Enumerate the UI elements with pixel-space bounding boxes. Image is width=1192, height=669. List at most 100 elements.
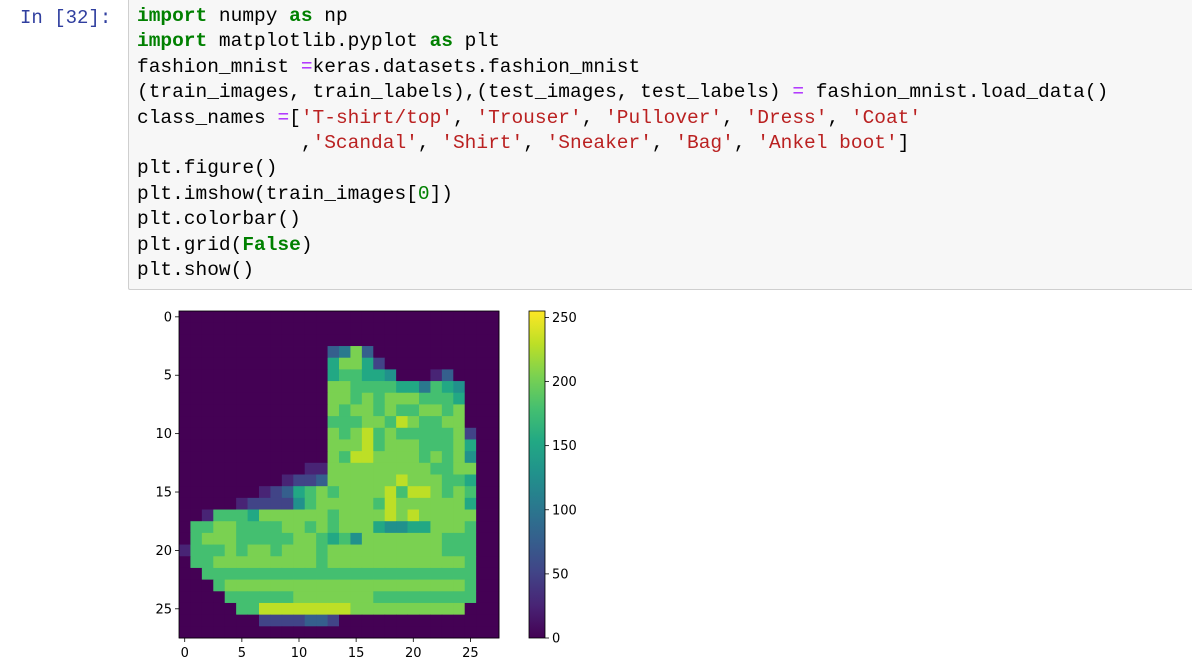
code-line: plt.show(): [137, 259, 254, 281]
heatmap-cell: [327, 357, 340, 370]
heatmap-cell: [361, 392, 374, 405]
heatmap-cell: [201, 334, 214, 347]
heatmap-cell: [464, 439, 477, 452]
heatmap-cell: [281, 369, 294, 382]
heatmap-cell: [419, 544, 431, 557]
heatmap-cell: [361, 521, 374, 534]
heatmap-cell: [213, 591, 226, 604]
heatmap-cell: [453, 614, 466, 627]
heatmap-cell: [213, 357, 226, 370]
heatmap-cell: [464, 614, 477, 627]
heatmap-cell: [373, 427, 386, 440]
heatmap-cell: [441, 602, 454, 616]
heatmap-cell: [384, 392, 397, 405]
heatmap-cell: [281, 357, 294, 370]
heatmap-cell: [316, 521, 328, 534]
heatmap-cell: [407, 474, 420, 487]
heatmap-cell: [236, 462, 248, 475]
heatmap-cell: [259, 357, 271, 370]
heatmap-cell: [361, 532, 374, 545]
heatmap-cell: [384, 486, 397, 499]
code-token: import: [137, 30, 208, 53]
heatmap-cell: [464, 381, 477, 394]
heatmap-cell: [361, 626, 374, 639]
heatmap-cell: [179, 322, 191, 335]
heatmap-cell: [430, 521, 443, 534]
heatmap-cell: [304, 346, 317, 359]
heatmap-cell: [281, 486, 294, 499]
heatmap-cell: [419, 346, 431, 359]
heatmap-cell: [373, 497, 386, 510]
heatmap-cell: [430, 591, 443, 604]
heatmap-cell: [304, 369, 317, 382]
heatmap-cell: [293, 509, 306, 522]
heatmap-cell: [464, 544, 477, 557]
heatmap-cell: [281, 334, 294, 347]
heatmap-cell: [430, 567, 443, 581]
heatmap-cell: [464, 567, 477, 581]
heatmap-cell: [419, 404, 431, 417]
heatmap-cell: [316, 626, 328, 639]
heatmap-cell: [281, 416, 294, 429]
heatmap-cell: [201, 322, 214, 335]
heatmap-cell: [236, 602, 248, 616]
heatmap-cell: [213, 626, 226, 639]
heatmap-cell: [361, 556, 374, 569]
heatmap-cell: [487, 381, 500, 394]
heatmap-cell: [316, 381, 328, 394]
code-line: class_names =['T-shirt/top', 'Trouser', …: [137, 107, 921, 129]
heatmap-cell: [316, 579, 328, 592]
heatmap-cell: [327, 497, 340, 510]
heatmap-cell: [373, 544, 386, 557]
heatmap-cell: [179, 404, 191, 417]
heatmap-cell: [487, 311, 500, 324]
x-tick-label: 25: [462, 646, 479, 661]
heatmap-cell: [453, 532, 466, 545]
heatmap-cell: [316, 439, 328, 452]
heatmap-cell: [476, 451, 488, 464]
heatmap-cell: [190, 509, 203, 522]
heatmap-cell: [224, 427, 237, 440]
heatmap-cell: [179, 427, 191, 440]
heatmap-cell: [259, 427, 271, 440]
heatmap-cell: [419, 427, 431, 440]
heatmap-cell: [293, 427, 306, 440]
code-editor[interactable]: import numpy as np import matplotlib.pyp…: [137, 4, 1108, 283]
code-input-area[interactable]: import numpy as np import matplotlib.pyp…: [128, 0, 1192, 290]
heatmap-cell: [236, 346, 248, 359]
heatmap-cell: [464, 579, 477, 592]
heatmap-cell: [190, 416, 203, 429]
heatmap-cell: [213, 416, 226, 429]
heatmap-cell: [190, 462, 203, 475]
heatmap-cell: [430, 486, 443, 499]
heatmap-cell: [236, 416, 248, 429]
heatmap-cell: [453, 346, 466, 359]
heatmap-cell: [419, 614, 431, 627]
heatmap-cell: [339, 602, 351, 616]
heatmap-cell: [441, 497, 454, 510]
heatmap-cell: [430, 626, 443, 639]
heatmap-cell: [430, 311, 443, 324]
heatmap-cell: [430, 532, 443, 545]
heatmap-cell: [247, 579, 260, 592]
heatmap-image: [179, 311, 500, 639]
heatmap-cell: [487, 509, 500, 522]
heatmap-cell: [327, 509, 340, 522]
heatmap-cell: [259, 439, 271, 452]
heatmap-cell: [396, 346, 408, 359]
heatmap-cell: [384, 357, 397, 370]
heatmap-cell: [190, 439, 203, 452]
heatmap-cell: [350, 626, 363, 639]
heatmap-cell: [224, 521, 237, 534]
heatmap-cell: [476, 521, 488, 534]
heatmap-cell: [350, 462, 363, 475]
heatmap-cell: [259, 311, 271, 324]
heatmap-cell: [407, 591, 420, 604]
heatmap-cell: [190, 357, 203, 370]
heatmap-cell: [453, 322, 466, 335]
heatmap-cell: [190, 591, 203, 604]
heatmap-cell: [487, 521, 500, 534]
heatmap-cell: [293, 381, 306, 394]
heatmap-cell: [236, 404, 248, 417]
